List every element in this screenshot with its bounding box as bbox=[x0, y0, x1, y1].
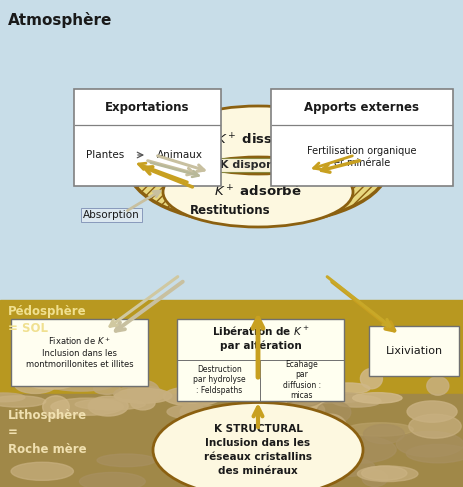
Text: Ecahage
par
diffusion :
micas: Ecahage par diffusion : micas bbox=[282, 360, 320, 400]
Ellipse shape bbox=[361, 466, 406, 480]
FancyBboxPatch shape bbox=[270, 89, 452, 186]
Text: Pédosphère
= SOL: Pédosphère = SOL bbox=[8, 304, 87, 335]
Ellipse shape bbox=[406, 445, 463, 463]
Ellipse shape bbox=[113, 386, 164, 403]
Ellipse shape bbox=[14, 375, 56, 393]
Ellipse shape bbox=[318, 436, 395, 463]
Ellipse shape bbox=[163, 157, 352, 227]
Text: $K^+$ dissous: $K^+$ dissous bbox=[216, 132, 299, 148]
Ellipse shape bbox=[0, 393, 25, 402]
Ellipse shape bbox=[265, 372, 303, 384]
Ellipse shape bbox=[167, 404, 221, 419]
FancyBboxPatch shape bbox=[74, 89, 220, 186]
Bar bbox=[0, 300, 463, 394]
Ellipse shape bbox=[332, 395, 380, 407]
Bar bbox=[0, 0, 463, 300]
Ellipse shape bbox=[268, 427, 334, 438]
FancyBboxPatch shape bbox=[176, 319, 343, 401]
Ellipse shape bbox=[51, 398, 123, 415]
Text: Absorption: Absorption bbox=[83, 210, 139, 220]
Ellipse shape bbox=[346, 423, 413, 436]
Ellipse shape bbox=[128, 110, 387, 225]
Text: Libération de $K^+$
par altération: Libération de $K^+$ par altération bbox=[211, 325, 309, 351]
Ellipse shape bbox=[88, 396, 128, 416]
Ellipse shape bbox=[114, 389, 171, 403]
Ellipse shape bbox=[313, 414, 346, 442]
Ellipse shape bbox=[97, 454, 155, 467]
Text: Fixation de $K^+$
Inclusion dans les
montmorillonites et illites: Fixation de $K^+$ Inclusion dans les mon… bbox=[25, 336, 133, 370]
Ellipse shape bbox=[0, 396, 46, 407]
Ellipse shape bbox=[268, 392, 321, 408]
Ellipse shape bbox=[326, 383, 369, 394]
Ellipse shape bbox=[285, 382, 339, 394]
Ellipse shape bbox=[311, 457, 374, 477]
Ellipse shape bbox=[180, 403, 204, 421]
Ellipse shape bbox=[213, 378, 281, 390]
Ellipse shape bbox=[352, 393, 401, 403]
Text: Restitutions: Restitutions bbox=[189, 204, 270, 217]
Ellipse shape bbox=[241, 390, 286, 412]
FancyBboxPatch shape bbox=[368, 326, 458, 376]
Ellipse shape bbox=[43, 396, 69, 418]
Ellipse shape bbox=[131, 396, 155, 410]
Text: Fertilisation organique
et minérale: Fertilisation organique et minérale bbox=[307, 146, 416, 168]
Ellipse shape bbox=[300, 393, 366, 403]
Ellipse shape bbox=[29, 378, 73, 389]
Ellipse shape bbox=[75, 399, 145, 410]
Ellipse shape bbox=[79, 472, 145, 487]
Ellipse shape bbox=[94, 383, 120, 394]
Ellipse shape bbox=[215, 450, 281, 462]
Ellipse shape bbox=[127, 380, 159, 402]
Ellipse shape bbox=[363, 425, 403, 444]
Ellipse shape bbox=[128, 110, 387, 225]
Ellipse shape bbox=[181, 379, 234, 398]
Ellipse shape bbox=[426, 376, 448, 395]
Ellipse shape bbox=[11, 462, 73, 480]
Text: Animaux: Animaux bbox=[156, 150, 203, 160]
Text: K disponible: K disponible bbox=[219, 160, 296, 170]
Ellipse shape bbox=[153, 402, 362, 487]
Ellipse shape bbox=[199, 434, 229, 456]
Ellipse shape bbox=[176, 461, 219, 481]
Ellipse shape bbox=[360, 369, 382, 389]
Text: Lithosphère
=
Roche mère: Lithosphère = Roche mère bbox=[8, 410, 87, 456]
Text: Lixiviation: Lixiviation bbox=[385, 346, 442, 356]
Ellipse shape bbox=[165, 106, 350, 174]
Bar bbox=[0, 394, 463, 487]
Ellipse shape bbox=[395, 431, 463, 457]
Ellipse shape bbox=[357, 466, 417, 482]
Ellipse shape bbox=[295, 375, 339, 396]
Ellipse shape bbox=[47, 377, 114, 391]
Ellipse shape bbox=[163, 387, 221, 406]
Text: Atmosphère: Atmosphère bbox=[8, 12, 112, 28]
Text: $K^+$ adsorbé: $K^+$ adsorbé bbox=[213, 185, 301, 200]
Ellipse shape bbox=[316, 401, 350, 423]
Text: Plantes: Plantes bbox=[86, 150, 124, 160]
Ellipse shape bbox=[219, 369, 269, 385]
Text: Exportations: Exportations bbox=[105, 100, 189, 113]
Ellipse shape bbox=[296, 385, 336, 404]
FancyBboxPatch shape bbox=[11, 319, 148, 386]
Ellipse shape bbox=[408, 414, 460, 438]
Text: Destruction
par hydrolyse
: Feldspaths: Destruction par hydrolyse : Feldspaths bbox=[193, 365, 245, 395]
Ellipse shape bbox=[406, 401, 456, 422]
Ellipse shape bbox=[286, 400, 324, 420]
Text: K STRUCTURAL
Inclusion dans les
réseaux cristallins
des minéraux: K STRUCTURAL Inclusion dans les réseaux … bbox=[204, 424, 311, 476]
Ellipse shape bbox=[201, 381, 262, 394]
Text: Apports externes: Apports externes bbox=[304, 100, 419, 113]
Ellipse shape bbox=[361, 470, 387, 487]
Ellipse shape bbox=[236, 391, 270, 412]
